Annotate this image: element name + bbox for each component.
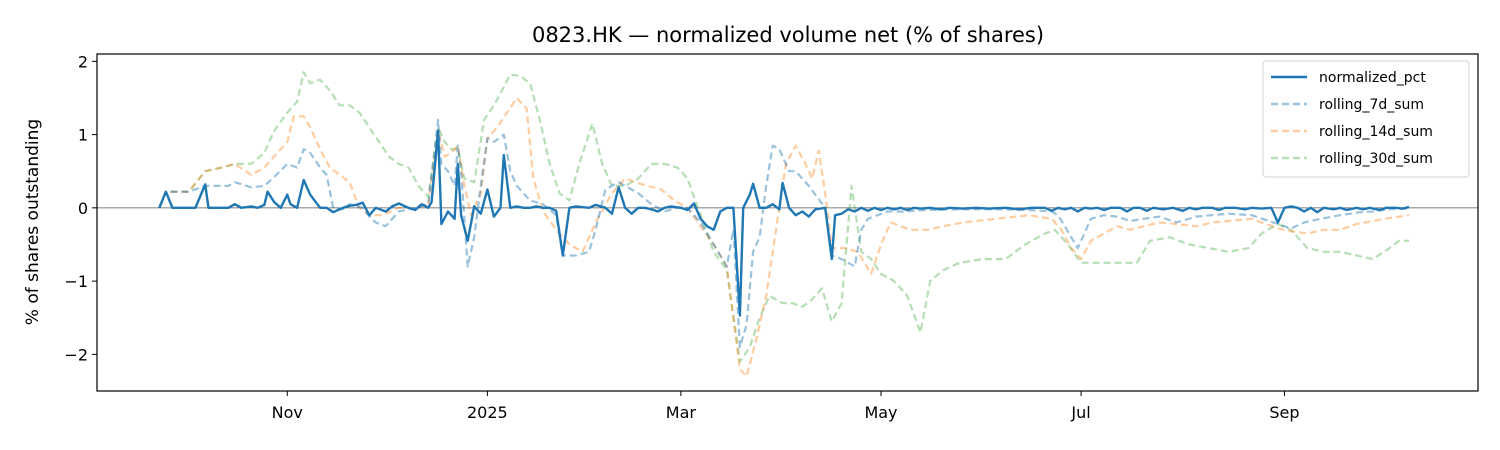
legend-label-rolling-7d-sum: rolling_7d_sum	[1319, 97, 1424, 113]
chart-title: 0823.HK — normalized volume net (% of sh…	[532, 23, 1044, 47]
x-tick-label: May	[864, 403, 897, 422]
x-tick-label: Jul	[1070, 403, 1090, 422]
y-tick-label: −1	[64, 272, 88, 291]
series-line-normalized-pct	[158, 129, 1410, 317]
y-tick-label: 2	[78, 52, 88, 71]
x-tick-label: Sep	[1269, 403, 1299, 422]
x-tick-label: Mar	[666, 403, 697, 422]
plot-area	[97, 71, 1478, 378]
y-tick-label: 1	[78, 126, 88, 145]
plot-frame	[96, 53, 1479, 392]
y-tick-label: −2	[64, 345, 88, 364]
axes-ticks: 2 1 0 −1 −2 Nov 2025 Mar May Jul Sep	[64, 52, 1299, 422]
y-tick-label: 0	[78, 199, 88, 218]
legend-label-normalized-pct: normalized_pct	[1319, 70, 1426, 86]
legend-label-rolling-14d-sum: rolling_14d_sum	[1319, 124, 1433, 140]
legend-box	[1262, 60, 1470, 178]
legend: normalized_pct rolling_7d_sum rolling_14d_…	[1262, 60, 1470, 178]
series-line-rolling-14d-sum	[158, 96, 1410, 378]
x-tick-label: 2025	[467, 403, 508, 422]
series-line-rolling-7d-sum	[158, 118, 1410, 349]
y-axis-label: % of shares outstanding	[23, 119, 43, 325]
legend-label-rolling-30d-sum: rolling_30d_sum	[1319, 151, 1433, 167]
x-tick-label: Nov	[272, 403, 303, 422]
